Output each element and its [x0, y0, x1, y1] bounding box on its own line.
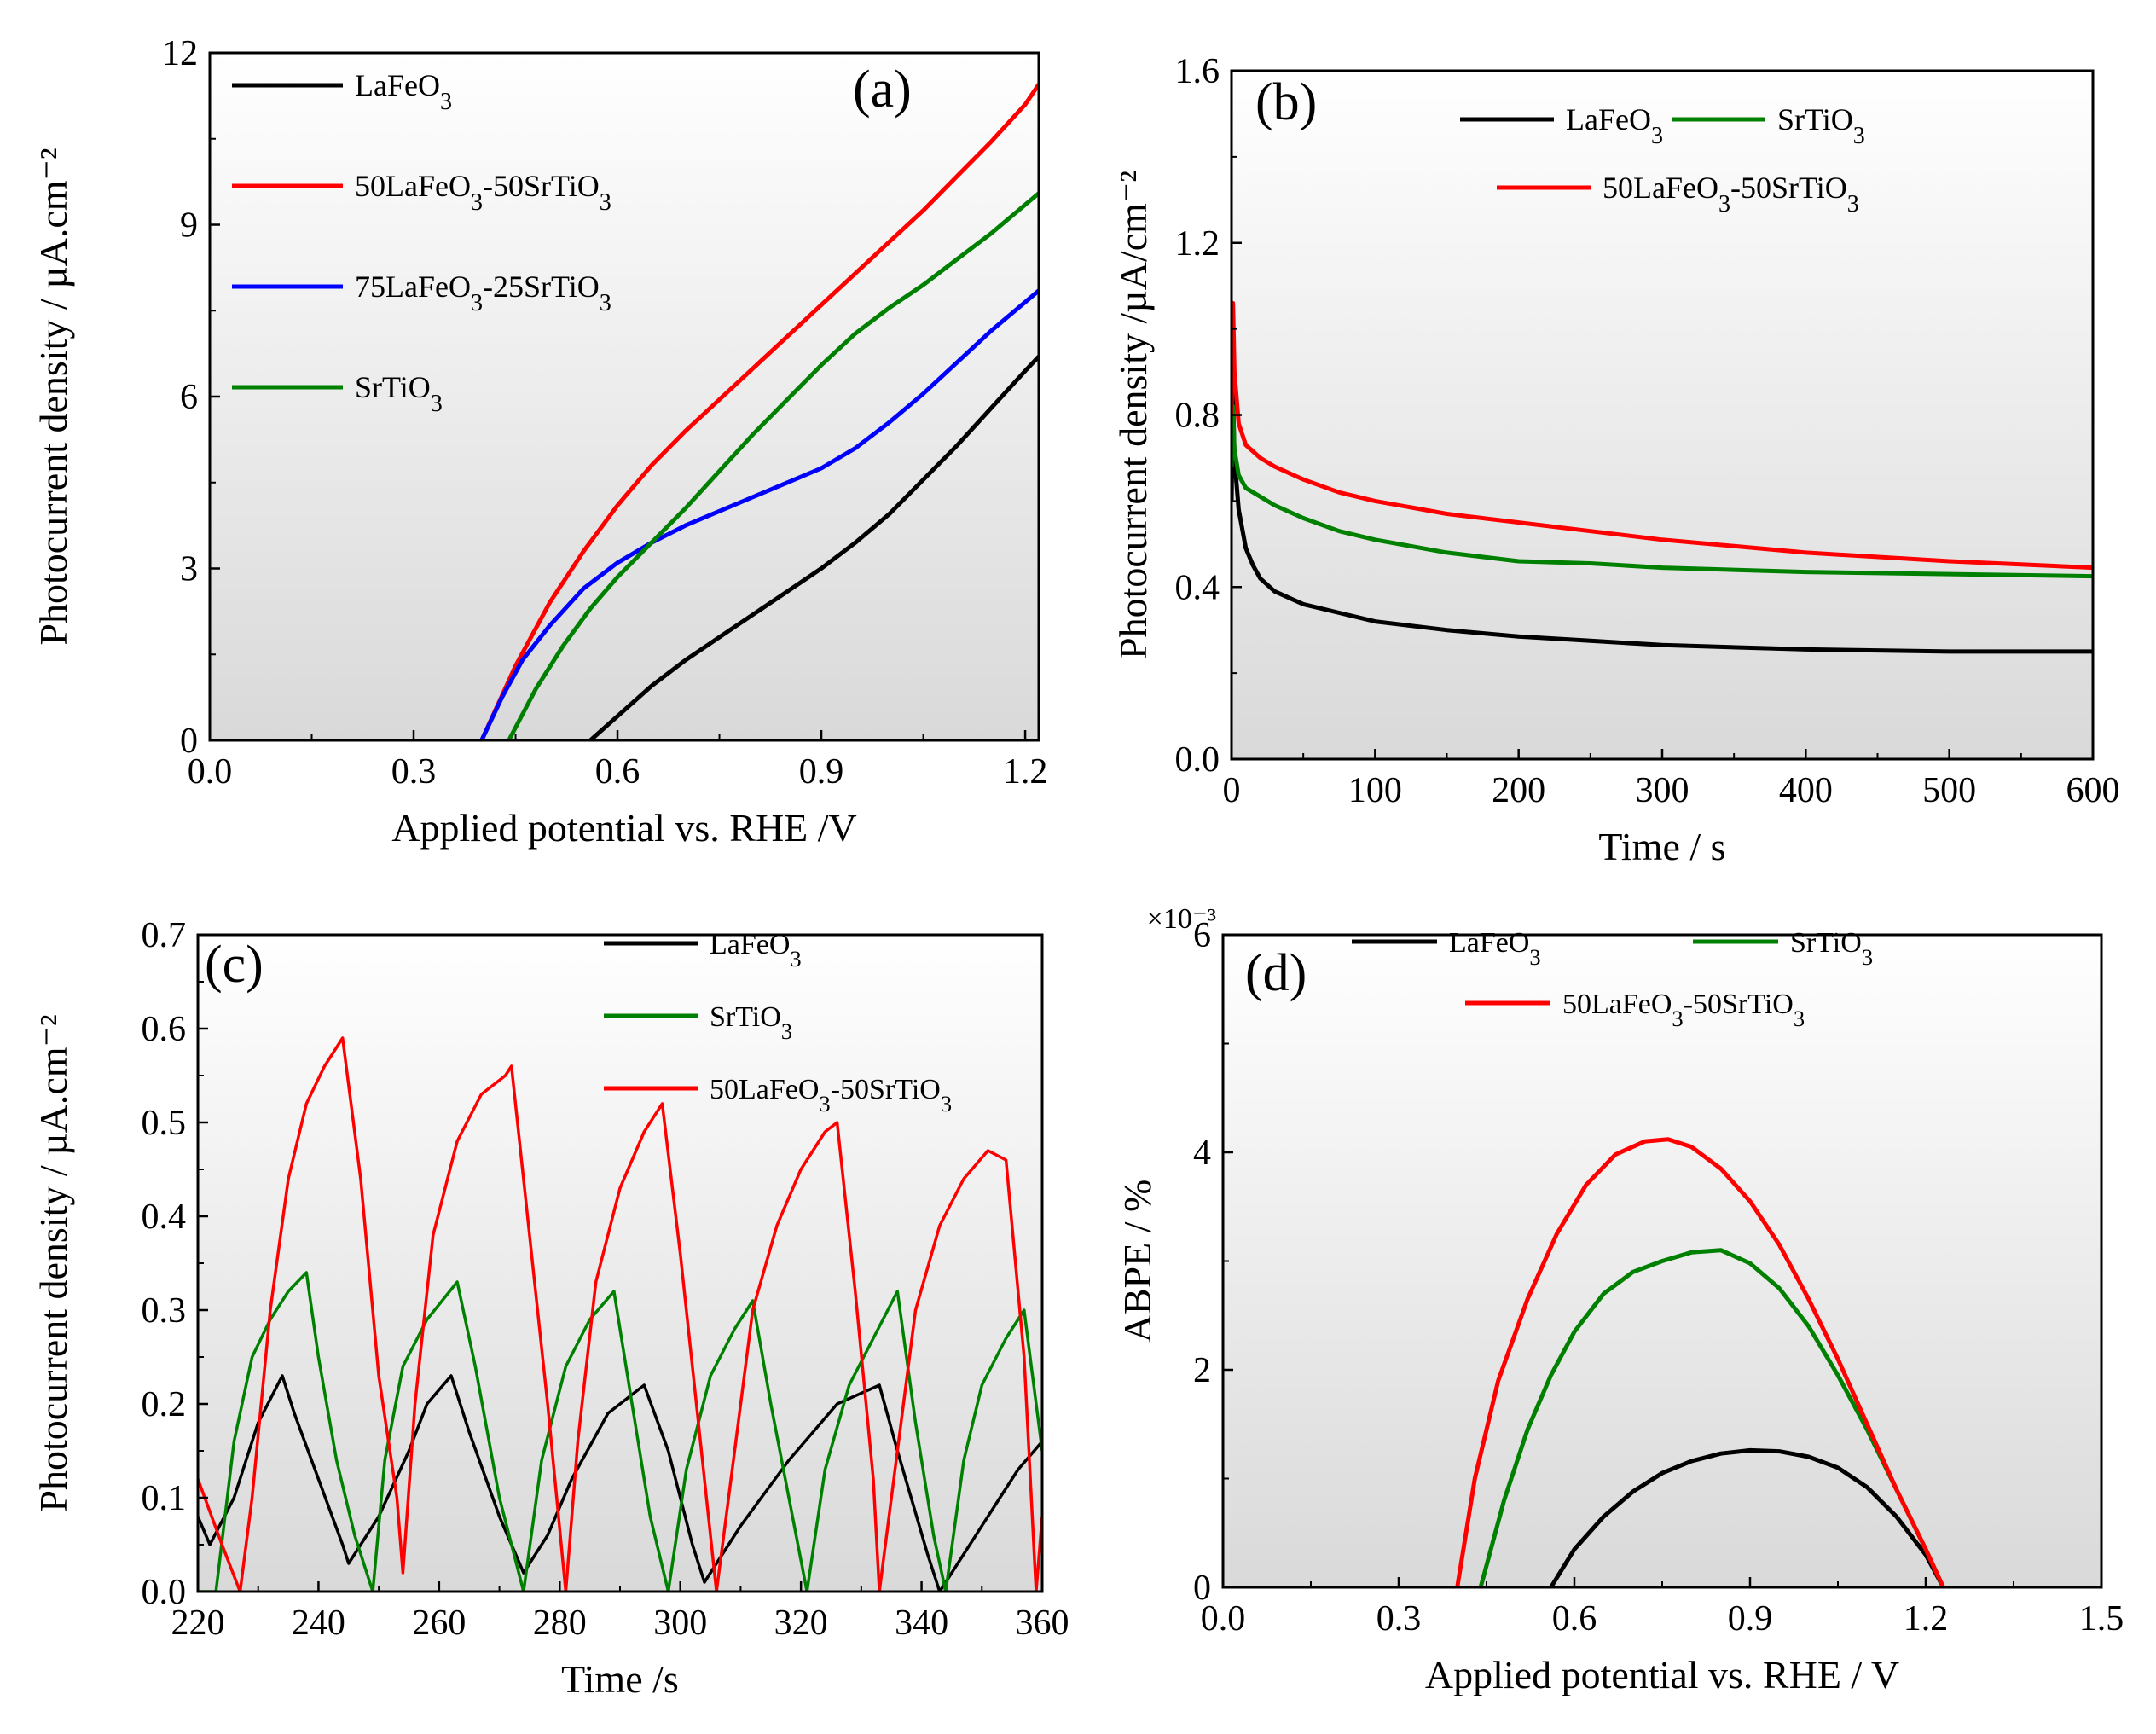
x-tick-label: 360: [1016, 1604, 1069, 1643]
panel-c-chart: 220 240 260 280 300 320 340 360 0.0 0.1 0.2 0.3 0.4 0…: [32, 916, 1069, 1701]
y-tick-label: 1.2: [1175, 224, 1220, 264]
panel-label: (d): [1245, 944, 1307, 1002]
legend-label: 50LaFeO3-50SrTiO3: [1603, 171, 1859, 217]
y-tick-label: 6: [180, 378, 198, 417]
legend-label: 50LaFeO3-50SrTiO3: [710, 1074, 952, 1116]
y-tick-label: 0.4: [1175, 568, 1220, 607]
x-tick-label: 0.9: [799, 752, 844, 792]
panel-label: (a): [853, 61, 912, 119]
x-tick-label: 400: [1779, 771, 1833, 810]
legend-label: SrTiO3: [710, 1001, 792, 1044]
x-tick-label: 1.5: [2079, 1599, 2124, 1638]
x-tick-label: 0.0: [188, 752, 233, 792]
y-tick-label: 9: [180, 206, 198, 246]
series-line-SrTiO3: [507, 191, 1039, 740]
y-tick-label: 0.4: [142, 1198, 187, 1237]
series-line-50LaFeO3-50SrTiO3: [1455, 1137, 1945, 1587]
series-line-75LaFeO3-25SrTiO3: [479, 288, 1039, 740]
y-axis-title: Photocurrent density / µA.cm⁻²: [32, 1014, 75, 1511]
y-tick-label: 0.2: [142, 1385, 187, 1424]
legend-label: LaFeO3: [710, 929, 802, 971]
x-tick-label: 100: [1348, 771, 1402, 810]
x-tick-label: 1.2: [1904, 1599, 1949, 1638]
x-tick-label: 260: [412, 1604, 466, 1643]
x-tick-label: 280: [533, 1604, 587, 1643]
y-tick-label: 0: [180, 722, 198, 761]
series-line-SrTiO3: [1232, 403, 2093, 579]
y-tick-label: 4: [1193, 1134, 1211, 1173]
series-line-LaFeO3: [1549, 1447, 1945, 1587]
y-tick-label: 3: [180, 550, 198, 589]
legend-label: 50LaFeO3-50SrTiO3: [1562, 989, 1805, 1031]
x-tick-label: 240: [292, 1604, 345, 1643]
x-tick-label: 500: [1922, 771, 1976, 810]
series-line-50LaFeO3-50SrTiO3: [479, 83, 1039, 740]
legend-label: SrTiO3: [1777, 102, 1865, 149]
series-line-LaFeO3: [1232, 391, 2093, 654]
series-line-50LaFeO3-50SrTiO3: [198, 1036, 1042, 1592]
y-tick-label: 0.7: [142, 916, 187, 955]
x-tick-label: 300: [1636, 771, 1689, 810]
legend-label: LaFeO3: [1566, 102, 1663, 149]
x-tick-label: 0.3: [1376, 1599, 1422, 1638]
x-axis-title: Time / s: [1598, 825, 1725, 867]
plot-area: [210, 53, 1039, 740]
x-tick-label: 0.3: [391, 752, 437, 792]
series-line-LaFeO3: [588, 355, 1039, 740]
x-axis-title: Applied potential vs. RHE /V: [391, 806, 857, 850]
legend-label: SrTiO3: [1790, 927, 1873, 970]
x-tick-label: 340: [895, 1604, 948, 1643]
x-tick-label: 200: [1492, 771, 1545, 810]
y-tick-label: 6: [1193, 916, 1211, 955]
y-tick-label: 0.8: [1175, 397, 1220, 436]
y-tick-label: 0.1: [142, 1479, 187, 1518]
panel-d-chart: 0.0 0.3 0.6 0.9 1.2 1.5 0 2 4 6 Applied potential …: [1116, 903, 2124, 1696]
legend-label: SrTiO3: [355, 370, 443, 417]
panel-label: (c): [205, 936, 264, 994]
panel-a-chart: 0.0 0.3 0.6 0.9 1.2 0 3 6 9 12 Applied potential v…: [32, 34, 1048, 850]
x-tick-label: 1.2: [1003, 752, 1048, 792]
y-tick-label: 0.0: [1175, 740, 1220, 780]
x-tick-label: 600: [2066, 771, 2120, 810]
y-tick-label: 0.3: [142, 1291, 187, 1331]
y-tick-label: 12: [162, 34, 198, 73]
y-tick-label: 2: [1193, 1351, 1211, 1390]
x-tick-label: 0.9: [1728, 1599, 1773, 1638]
legend-label: LaFeO3: [1449, 927, 1541, 970]
y-tick-label: 0.0: [142, 1573, 187, 1612]
y-tick-label: 0: [1193, 1569, 1211, 1608]
x-tick-label: 320: [774, 1604, 828, 1643]
x-tick-label: 0.6: [595, 752, 640, 792]
y-tick-label: 0.5: [142, 1104, 187, 1143]
y-multiplier-label: ×10⁻³: [1147, 903, 1216, 935]
y-axis-title: ABPE / %: [1116, 1180, 1159, 1343]
y-tick-label: 1.6: [1175, 52, 1220, 91]
legend-label: LaFeO3: [355, 68, 452, 115]
x-axis-title: Applied potential vs. RHE / V: [1425, 1653, 1899, 1696]
x-tick-label: 300: [653, 1604, 707, 1643]
legend-label: 75LaFeO3-25SrTiO3: [355, 270, 611, 316]
series-line-SrTiO3: [198, 1271, 1042, 1592]
y-axis-title: Photocurrent density / µA.cm⁻²: [32, 148, 75, 645]
legend-label: 50LaFeO3-50SrTiO3: [355, 169, 611, 216]
panel-label: (b): [1255, 73, 1317, 131]
panel-b-chart: 0 100 200 300 400 500 600 0.0 0.4 0.8 1.2 1.6 Time /…: [1111, 52, 2120, 867]
x-tick-label: 0.0: [1201, 1599, 1246, 1638]
x-axis-title: Time /s: [561, 1657, 679, 1701]
x-tick-label: 0: [1223, 771, 1241, 810]
x-tick-label: 0.6: [1552, 1599, 1597, 1638]
y-tick-label: 0.6: [142, 1010, 187, 1049]
y-axis-title: Photocurrent density /µA/cm⁻²: [1111, 171, 1155, 659]
x-tick-label: 220: [171, 1604, 225, 1643]
series-line-LaFeO3: [198, 1374, 1042, 1592]
